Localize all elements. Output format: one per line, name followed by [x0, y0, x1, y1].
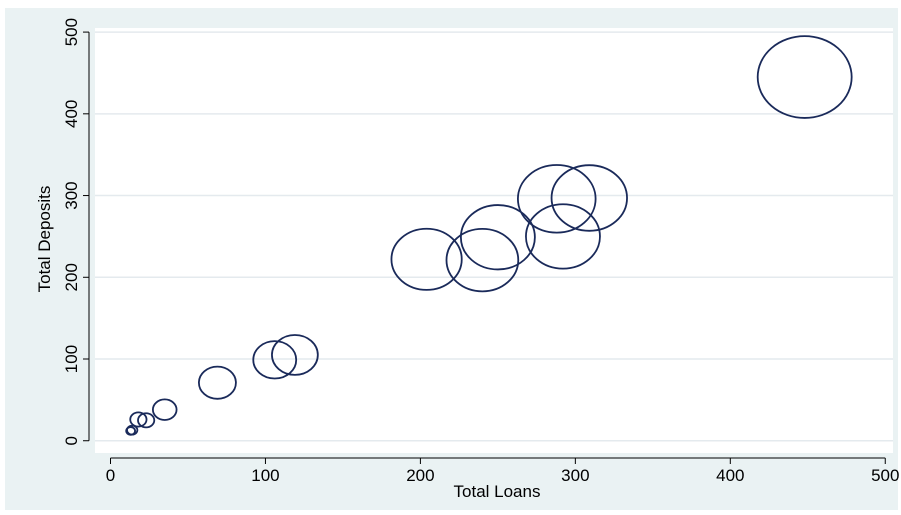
- axes: [88, 32, 886, 459]
- y-tick-label-0: 0: [62, 436, 81, 445]
- y-tick-label-100: 100: [62, 345, 81, 373]
- bubble-marker-0-1: [126, 424, 139, 436]
- gridlines: [95, 31, 893, 442]
- x-axis-title: Total Loans: [454, 482, 541, 501]
- x-tick-label-100: 100: [251, 466, 279, 485]
- x-tick-label-400: 400: [716, 466, 744, 485]
- y-tick-label-500: 500: [62, 18, 81, 46]
- bubble-marker-0-9: [445, 227, 520, 293]
- y-tick-label-400: 400: [62, 100, 81, 128]
- bubble-marker-0-8: [390, 227, 463, 291]
- bubble-marker-0-12: [525, 203, 601, 270]
- x-tick-label-500: 500: [871, 466, 899, 485]
- bubble-markers: [125, 35, 853, 436]
- bubble-marker-0-10: [459, 204, 536, 271]
- bubble-marker-0-11: [517, 164, 597, 234]
- plot-area: [95, 28, 893, 453]
- x-tick-label-0: 0: [106, 466, 115, 485]
- bubble-marker-0-5: [198, 365, 237, 400]
- bubble-marker-0-3: [137, 412, 156, 429]
- x-tick-label-200: 200: [406, 466, 434, 485]
- bubble-marker-0-7: [271, 334, 319, 376]
- y-axis-title: Total Deposits: [35, 186, 54, 293]
- y-tick-label-300: 300: [62, 181, 81, 209]
- bubble-marker-0-4: [151, 398, 178, 421]
- bubble-marker-0-14: [756, 35, 853, 119]
- y-tick-label-200: 200: [62, 263, 81, 291]
- bubble-marker-0-6: [252, 340, 298, 380]
- x-tick-label-300: 300: [561, 466, 589, 485]
- bubble-marker-0-13: [550, 164, 628, 232]
- ticks: 0 100 200 300 400 500 0 100 200 300 400 500: [62, 18, 899, 485]
- bubble-marker-0-2: [129, 411, 148, 428]
